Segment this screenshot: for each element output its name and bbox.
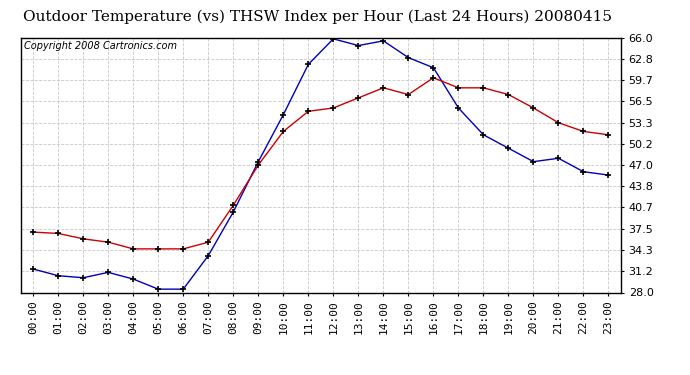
Text: Copyright 2008 Cartronics.com: Copyright 2008 Cartronics.com	[23, 41, 177, 51]
Text: Outdoor Temperature (vs) THSW Index per Hour (Last 24 Hours) 20080415: Outdoor Temperature (vs) THSW Index per …	[23, 9, 612, 24]
